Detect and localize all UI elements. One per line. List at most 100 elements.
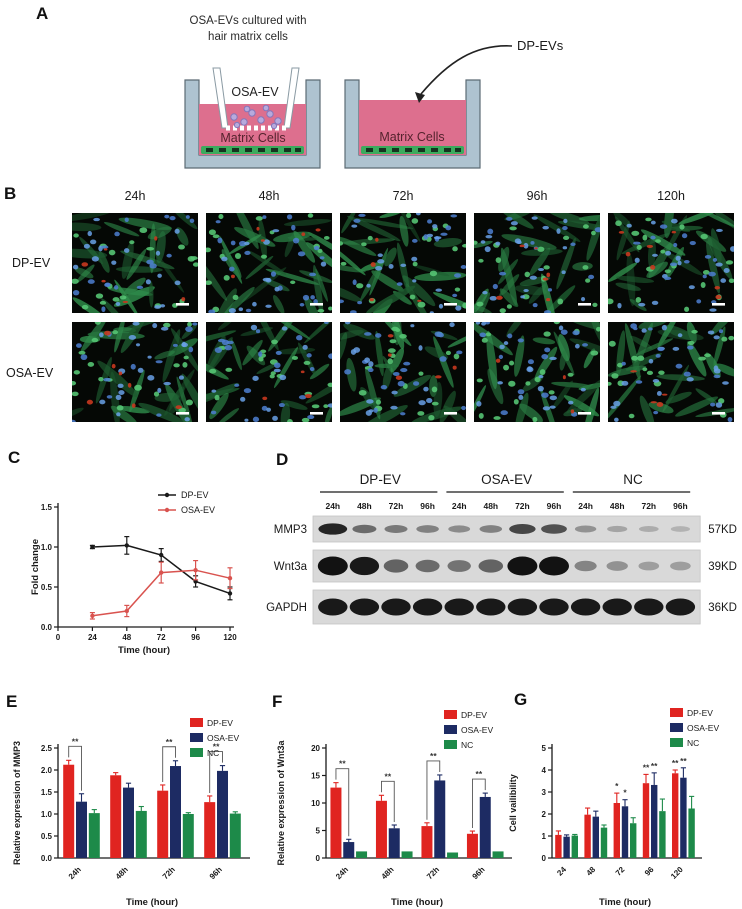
bar-DP-EV	[672, 773, 679, 858]
scale-bar	[578, 412, 591, 415]
matrix-cell-dashes	[206, 148, 301, 152]
scale-bar	[578, 303, 591, 306]
band	[606, 561, 628, 571]
svg-text:1.5: 1.5	[41, 503, 53, 512]
svg-text:3: 3	[542, 788, 547, 797]
band	[412, 598, 443, 616]
western-blot: DP-EV OSA-EV NC 24h 48h 72h 96h 24h 48h 72h 96h 24h…	[266, 472, 737, 625]
scale-bar	[712, 303, 725, 306]
panel-e-label: E	[6, 692, 18, 711]
fluorescence-image	[72, 213, 198, 313]
bar-NC	[659, 811, 666, 858]
legend-swatch	[444, 725, 457, 734]
weight-label: 57KD	[708, 524, 737, 536]
svg-text:1.0: 1.0	[41, 810, 53, 819]
lane-label: 48h	[610, 501, 625, 511]
x-tick-label: 24h	[67, 865, 83, 881]
left-dish-label: Matrix Cells	[220, 131, 285, 145]
sig-stars: **	[166, 737, 173, 747]
lane-label: 72h	[515, 501, 530, 511]
point-OSA-EV	[159, 570, 164, 575]
fluorescence-image	[340, 213, 466, 313]
bar-NC	[600, 827, 608, 858]
bar-NC	[356, 851, 368, 858]
fold-change-line-chart: 0.0 0.5 1.0 1.5 0 24 48 72 96 120 Time (hour) Fold …	[30, 490, 237, 656]
x-tick-label: 48h	[114, 865, 130, 881]
band	[574, 560, 597, 572]
sig-stars: **	[385, 771, 392, 781]
bar-DP-EV	[110, 775, 122, 858]
band	[478, 559, 504, 573]
sig-stars: **	[430, 751, 437, 761]
fluorescence-image	[474, 322, 600, 422]
svg-text:5: 5	[542, 744, 547, 753]
band	[352, 524, 377, 534]
matrix-cell-dashes	[366, 148, 461, 152]
scale-bar	[444, 412, 457, 415]
svg-text:0: 0	[56, 633, 61, 642]
panel-c-label: C	[8, 448, 21, 467]
legend-label: OSA-EV	[207, 733, 239, 743]
scale-bar	[444, 303, 457, 306]
svg-text:OSA-EV: OSA-EV	[181, 505, 215, 515]
bar-DP-EV	[584, 814, 591, 858]
sig-bracket	[472, 778, 486, 829]
fluorescence-image	[340, 322, 466, 422]
band	[349, 556, 380, 576]
legend-label: NC	[687, 738, 699, 748]
legend-label: OSA-EV	[461, 725, 493, 735]
svg-text:5: 5	[316, 827, 321, 836]
band	[349, 598, 380, 616]
legend-swatch	[190, 748, 203, 757]
band	[670, 561, 691, 571]
sig-stars: **	[339, 759, 346, 769]
band	[383, 559, 409, 573]
svg-text:48: 48	[122, 633, 131, 642]
band	[447, 560, 471, 572]
point-OSA-EV	[227, 576, 233, 581]
svg-text:96: 96	[191, 633, 200, 642]
bar-DP-EV	[204, 802, 216, 858]
band	[479, 525, 503, 533]
wnt3a-bar-chart: 0 5 10 15 20 ** ** ** ** 24h 48h 72h 96h Time (hour) R…	[276, 710, 512, 908]
protein-label: MMP3	[274, 524, 307, 536]
band	[665, 598, 696, 616]
point-OSA-EV	[193, 568, 198, 573]
bar-OSA-EV	[621, 806, 629, 858]
scale-bar	[712, 412, 725, 415]
band	[539, 556, 569, 576]
svg-text:0: 0	[542, 854, 547, 863]
sig-stars: **	[72, 736, 79, 746]
bar-NC	[229, 813, 241, 858]
bar-OSA-EV	[343, 842, 355, 858]
sig-stars: **	[476, 769, 483, 779]
svg-text:Relative expression of Wnt3a: Relative expression of Wnt3a	[276, 739, 286, 865]
sig-bracket	[68, 745, 82, 791]
dp-ev-label: DP-EVs	[517, 38, 564, 53]
svg-text:Time (hour): Time (hour)	[126, 897, 178, 908]
scale-bar	[176, 412, 189, 415]
protein-label: GAPDH	[266, 602, 307, 614]
svg-text:10: 10	[311, 799, 320, 808]
bar-DP-EV	[330, 787, 342, 858]
band	[570, 598, 601, 616]
bar-NC	[688, 808, 695, 858]
legend-swatch	[670, 738, 683, 747]
bar-NC	[571, 835, 578, 858]
legend-label: OSA-EV	[687, 723, 719, 733]
blot-group-label: OSA-EV	[481, 472, 532, 487]
bar-OSA-EV	[388, 828, 400, 858]
svg-text:20: 20	[311, 744, 320, 753]
svg-text:0.5: 0.5	[41, 832, 53, 841]
band	[444, 598, 474, 616]
svg-text:24: 24	[88, 633, 97, 642]
svg-text:Time (hour): Time (hour)	[118, 645, 170, 656]
weight-label: 39KD	[708, 561, 737, 573]
lane-label: 24h	[325, 501, 340, 511]
band	[638, 526, 659, 532]
legend-label: DP-EV	[687, 708, 713, 718]
svg-text:0: 0	[316, 854, 321, 863]
scale-bar	[176, 303, 189, 306]
blot-group-label: DP-EV	[360, 472, 401, 487]
